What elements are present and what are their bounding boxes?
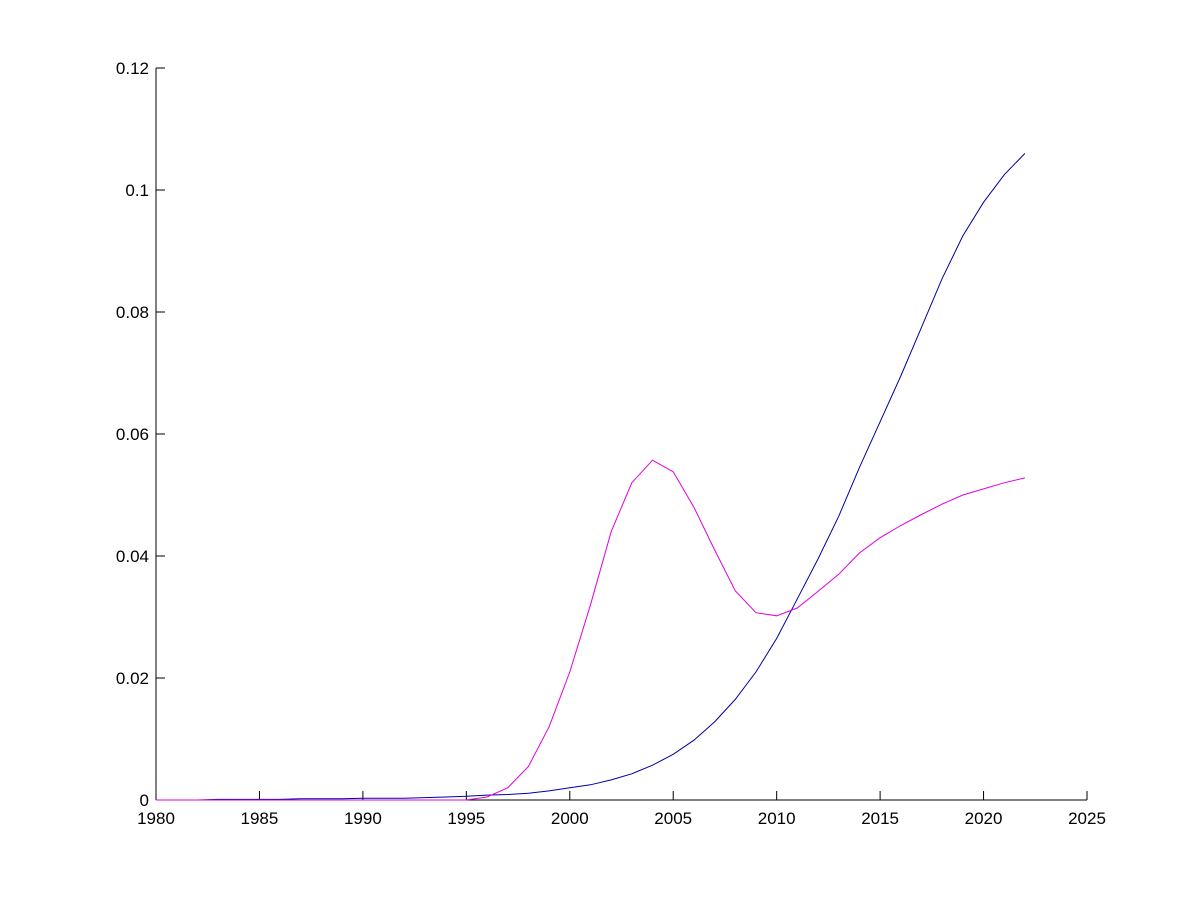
x-tick-label: 2025 [1068,809,1106,828]
x-tick-label: 1990 [344,809,382,828]
x-tick-label: 2015 [861,809,899,828]
y-tick-label: 0 [140,791,149,810]
series-line-1 [156,153,1026,801]
x-tick-label: 2005 [654,809,692,828]
series-lines [156,153,1026,801]
x-tick-label: 1985 [241,809,279,828]
y-tick-label: 0.06 [116,425,149,444]
x-tick-label: 1995 [447,809,485,828]
y-tick-label: 0.1 [125,181,149,200]
y-tick-label: 0.08 [116,303,149,322]
y-tick-label: 0.02 [116,669,149,688]
x-tick-label: 2010 [758,809,796,828]
x-tick-label: 2020 [965,809,1003,828]
x-tick-label: 2000 [551,809,589,828]
axes: 1980 1985 1990 1995 2000 2005 2010 2015 2020 2025… [116,59,1106,828]
y-tick-label: 0.12 [116,59,149,78]
y-tick-label: 0.04 [116,547,149,566]
x-tick-label: 1980 [137,809,175,828]
series-line-2 [156,459,1026,801]
